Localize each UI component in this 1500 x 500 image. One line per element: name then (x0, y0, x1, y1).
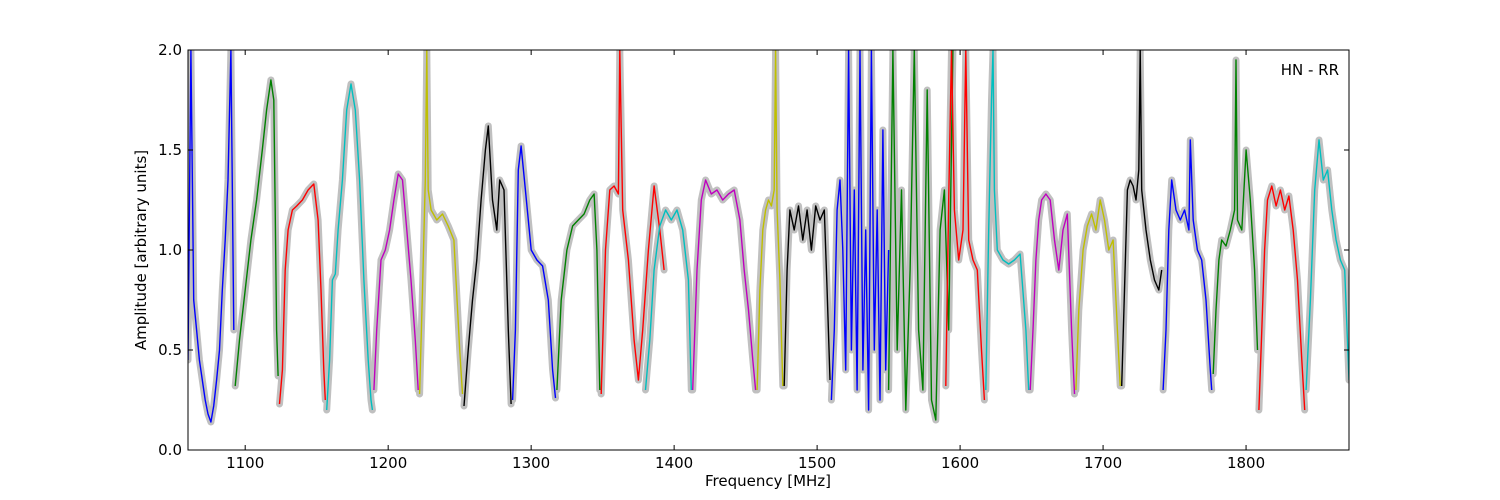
series-line-4 (326, 83, 374, 411)
x-tick-label: 1600 (941, 454, 979, 472)
y-axis-label: Amplitude [arbitrary units] (132, 150, 150, 350)
plot-area (188, 50, 1349, 426)
y-tick-label: 0.5 (158, 341, 182, 359)
x-tick-label: 1400 (655, 454, 693, 472)
x-tick-label: 1300 (512, 454, 550, 472)
series-line-10 (600, 50, 665, 395)
series-line-24 (1258, 185, 1306, 411)
y-tick-label: 0.0 (158, 441, 182, 459)
y-axis: 0.0 0.5 1.0 1.5 2.0 (158, 41, 1349, 459)
x-axis-label: Frequency [MHz] (705, 472, 831, 490)
series-line-21 (1121, 50, 1163, 387)
x-tick-label: 1100 (226, 454, 264, 472)
y-tick-label: 1.0 (158, 241, 182, 259)
series-line-11 (644, 209, 692, 391)
series-line-15 (830, 50, 890, 411)
series-line-2 (234, 79, 279, 387)
y-tick-label: 2.0 (158, 41, 182, 59)
series-line-12 (692, 179, 757, 391)
y-tick-label: 1.5 (158, 141, 182, 159)
x-tick-label: 1500 (798, 454, 836, 472)
series-line-3 (278, 183, 326, 405)
series-line-7 (463, 125, 512, 407)
x-axis: 1100 1200 1300 1400 1500 1600 1700 1800 (226, 50, 1265, 472)
x-tick-label: 1800 (1227, 454, 1265, 472)
series-line-16 (887, 50, 954, 421)
series-line-9 (556, 193, 601, 391)
series-line-17 (945, 50, 986, 401)
series-line-8 (511, 145, 557, 401)
series-line-19 (1029, 193, 1076, 395)
series-line-20 (1075, 199, 1121, 391)
series-line-5 (373, 173, 419, 391)
series-line-13 (756, 50, 784, 391)
series-line-1 (188, 50, 235, 423)
series-line-25 (1305, 139, 1349, 391)
series-line-14 (783, 205, 831, 387)
chart-annotation: HN - RR (1281, 61, 1339, 79)
series-layer (188, 50, 1349, 423)
x-tick-label: 1200 (369, 454, 407, 472)
series-line-6 (418, 50, 464, 395)
series-line-18 (985, 50, 1030, 391)
series-line-23 (1212, 59, 1259, 375)
series-line-22 (1162, 139, 1213, 391)
x-tick-label: 1700 (1084, 454, 1122, 472)
